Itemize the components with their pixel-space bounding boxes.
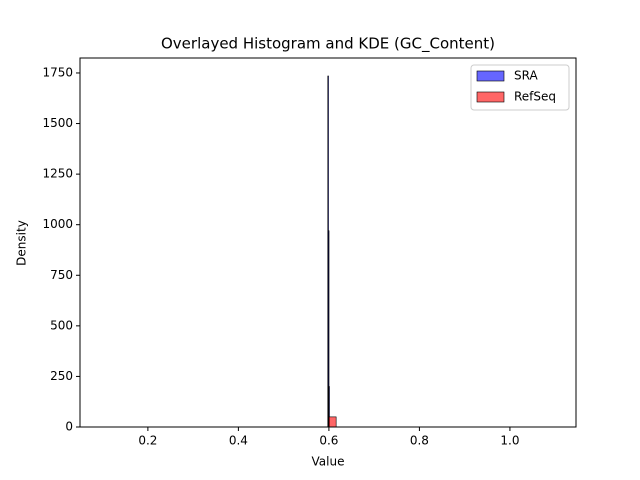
x-tick-label: 0.6 — [319, 434, 338, 448]
y-tick-label: 1250 — [42, 167, 73, 181]
x-tick-label: 0.2 — [138, 434, 157, 448]
histogram-bar — [328, 416, 337, 428]
x-tick-label: 0.4 — [229, 434, 248, 448]
y-tick-label: 500 — [50, 318, 73, 332]
y-tick-label: 0 — [65, 420, 73, 434]
plot-frame — [79, 57, 577, 428]
x-tick-label: 0.8 — [410, 434, 429, 448]
legend-swatch — [476, 91, 505, 103]
chart-title: Overlayed Histogram and KDE (GC_Content) — [161, 35, 495, 54]
x-tick-label: 1.0 — [500, 434, 519, 448]
y-tick-label: 1750 — [42, 65, 73, 79]
x-axis-label: Value — [312, 455, 345, 469]
y-axis-label: Density — [15, 220, 29, 266]
legend-label: SRA — [514, 69, 538, 83]
legend-swatch — [476, 70, 505, 82]
y-tick-label: 250 — [50, 369, 73, 383]
y-tick-label: 1000 — [42, 217, 73, 231]
legend-label: RefSeq — [514, 90, 556, 104]
y-tick-label: 1500 — [42, 116, 73, 130]
y-tick-label: 750 — [50, 268, 73, 282]
